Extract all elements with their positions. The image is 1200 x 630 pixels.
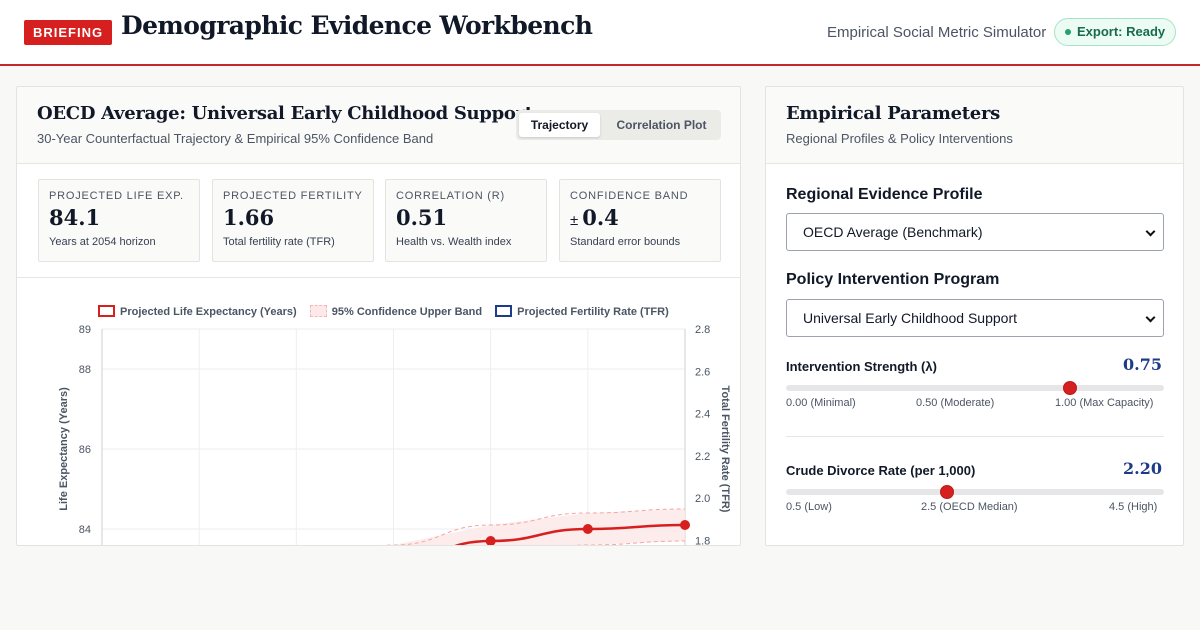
stat-label: PROJECTED LIFE EXP. xyxy=(49,190,184,202)
stats-row: PROJECTED LIFE EXP. 84.1 Years at 2054 h… xyxy=(17,164,740,278)
trajectory-card-header: OECD Average: Universal Early Childhood … xyxy=(17,87,740,164)
legend-label: 95% Confidence Upper Band xyxy=(331,306,483,318)
data-point-life-expectancy xyxy=(485,536,496,545)
stat-value: 0.51 xyxy=(396,205,448,230)
tab-trajectory[interactable]: Trajectory xyxy=(519,113,600,137)
y-tick-label: 84 xyxy=(79,524,91,536)
region-select[interactable]: OECD Average (Benchmark) xyxy=(786,213,1164,251)
stat-note: Years at 2054 horizon xyxy=(49,236,156,248)
app-subtitle: Empirical Social Metric Simulator xyxy=(827,24,1047,41)
stat-label: CONFIDENCE BAND xyxy=(570,190,689,202)
parameters-body: Regional Evidence Profile OECD Average (… xyxy=(766,164,1183,545)
app-title: Demographic Evidence Workbench xyxy=(121,11,593,40)
stat-correlation: CORRELATION (R) 0.51 Health vs. Wealth i… xyxy=(385,179,547,262)
y2-tick-label: 2.8 xyxy=(695,324,710,336)
y2-tick-label: 2.4 xyxy=(695,409,710,421)
intervention-strength-slider[interactable] xyxy=(786,381,1164,395)
y-tick-label: 89 xyxy=(79,324,91,336)
export-status: Ready xyxy=(1126,24,1166,39)
legend-swatch xyxy=(495,305,513,318)
legend-swatch xyxy=(98,305,115,318)
slider-tick-label: 0.50 (Moderate) xyxy=(916,397,995,409)
status-dot-icon xyxy=(1065,28,1071,35)
slider-tick-label: 0.5 (Low) xyxy=(786,501,832,513)
legend-label: Projected Life Expectancy (Years) xyxy=(120,306,297,318)
chevron-down-icon xyxy=(1145,312,1156,323)
export-label: Export: xyxy=(1077,24,1123,39)
legend-item-confidence-band[interactable]: 95% Confidence Upper Band xyxy=(309,305,483,318)
divorce-rate-value: 2.20 xyxy=(1123,459,1162,478)
stat-value: ±0.4 xyxy=(570,205,619,230)
legend-item-fertility[interactable]: Projected Fertility Rate (TFR) xyxy=(495,305,669,318)
plus-minus-sign: ± xyxy=(570,212,579,229)
legend-swatch xyxy=(309,305,327,318)
stat-note: Standard error bounds xyxy=(570,236,681,248)
policy-select[interactable]: Universal Early Childhood Support xyxy=(786,299,1164,337)
data-point-life-expectancy xyxy=(582,524,593,534)
trajectory-card: OECD Average: Universal Early Childhood … xyxy=(16,86,741,546)
y-tick-label: 86 xyxy=(79,444,91,456)
y2-axis-label: Total Fertility Rate (TFR) xyxy=(719,386,731,513)
stat-note: Total fertility rate (TFR) xyxy=(223,236,335,248)
confidence-band-area xyxy=(393,509,685,545)
parameters-card-header: Empirical Parameters Regional Profiles &… xyxy=(766,87,1183,164)
top-bar: BRIEFING Demographic Evidence Workbench … xyxy=(0,0,1200,66)
stat-fertility: PROJECTED FERTILITY 1.66 Total fertility… xyxy=(212,179,374,262)
data-point-life-expectancy xyxy=(680,520,690,530)
stat-label: CORRELATION (R) xyxy=(396,190,505,202)
confidence-band-upper xyxy=(383,508,686,545)
trajectory-chart: Projected Life Expectancy (Years) 95% Co… xyxy=(17,279,740,546)
slider-tick-label: 4.5 (High) xyxy=(1109,501,1158,513)
divider xyxy=(786,436,1164,437)
export-status-pill[interactable]: Export: Ready xyxy=(1054,18,1176,46)
y2-tick-label: 1.8 xyxy=(695,535,710,546)
y-tick-label: 88 xyxy=(79,364,91,376)
legend-item-life-expectancy[interactable]: Projected Life Expectancy (Years) xyxy=(98,305,297,318)
slider-thumb[interactable] xyxy=(1062,381,1077,395)
chart-legend: Projected Life Expectancy (Years) 95% Co… xyxy=(98,305,679,318)
view-toggle: Trajectory Correlation Plot xyxy=(516,110,721,140)
slider-tick-label: 0.00 (Minimal) xyxy=(786,397,856,409)
parameters-subtitle: Regional Profiles & Policy Interventions xyxy=(786,131,1013,146)
stat-value: 84.1 xyxy=(49,205,101,230)
region-label: Regional Evidence Profile xyxy=(786,186,983,203)
slider-tick-label: 1.00 (Max Capacity) xyxy=(1055,397,1154,409)
divorce-rate-label: Crude Divorce Rate (per 1,000) xyxy=(786,463,976,478)
y2-tick-label: 2.2 xyxy=(695,451,710,463)
scenario-title: OECD Average: Universal Early Childhood … xyxy=(37,103,533,124)
scenario-subtitle: 30-Year Counterfactual Trajectory & Empi… xyxy=(37,131,434,146)
y-axis-label: Life Expectancy (Years) xyxy=(58,387,70,511)
legend-label: Projected Fertility Rate (TFR) xyxy=(517,306,669,318)
parameters-title: Empirical Parameters xyxy=(786,103,1000,124)
policy-select-value: Universal Early Childhood Support xyxy=(803,310,1017,326)
slider-tick-label: 2.5 (OECD Median) xyxy=(921,501,1018,513)
slider-thumb[interactable] xyxy=(939,485,954,499)
briefing-badge: BRIEFING xyxy=(24,20,113,45)
y2-tick-label: 2.6 xyxy=(695,366,710,378)
tab-correlation-plot[interactable]: Correlation Plot xyxy=(616,118,707,132)
y2-tick-label: 2.0 xyxy=(695,493,710,505)
chevron-down-icon xyxy=(1145,226,1156,237)
stat-note: Health vs. Wealth index xyxy=(396,236,512,248)
stat-value: 1.66 xyxy=(223,205,275,230)
stat-label: PROJECTED FERTILITY xyxy=(223,190,363,202)
region-select-value: OECD Average (Benchmark) xyxy=(803,224,983,240)
stat-value-number: 0.4 xyxy=(582,205,619,230)
divorce-rate-slider[interactable] xyxy=(786,485,1164,499)
policy-label: Policy Intervention Program xyxy=(786,271,1000,288)
intervention-strength-value: 0.75 xyxy=(1123,355,1162,374)
parameters-card: Empirical Parameters Regional Profiles &… xyxy=(765,86,1184,546)
stat-confidence-band: CONFIDENCE BAND ±0.4 Standard error boun… xyxy=(559,179,721,262)
stat-life-expectancy: PROJECTED LIFE EXP. 84.1 Years at 2054 h… xyxy=(38,179,200,262)
intervention-strength-label: Intervention Strength (λ) xyxy=(786,359,937,374)
